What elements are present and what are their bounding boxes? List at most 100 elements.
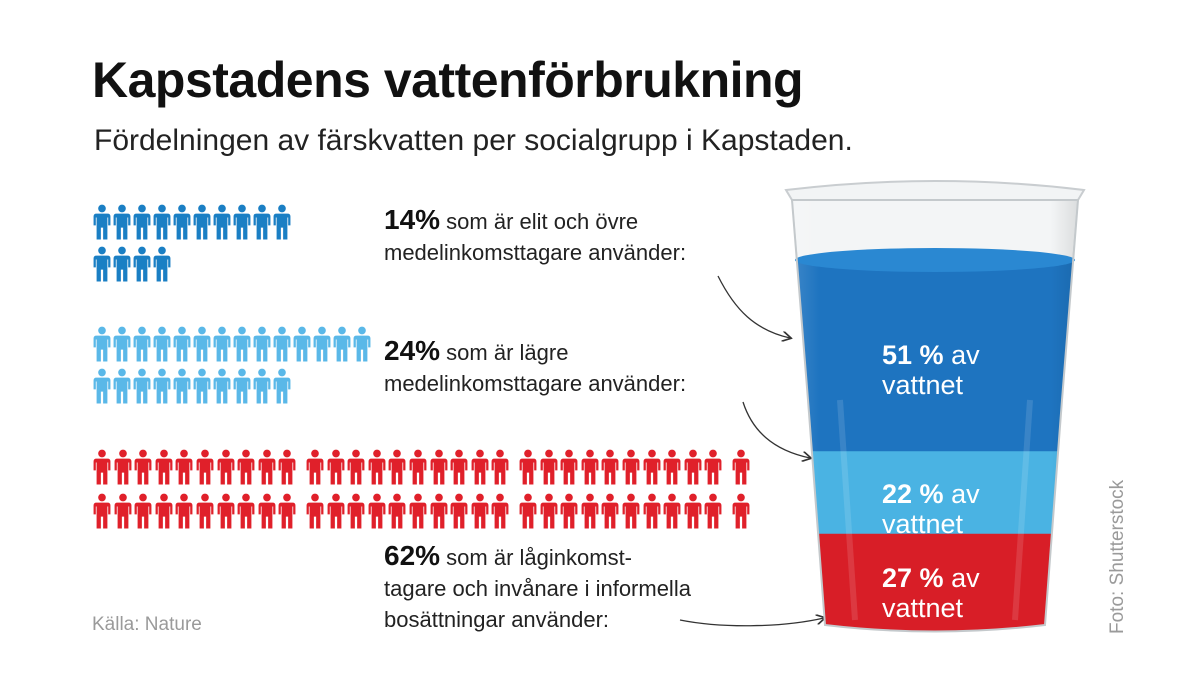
person-icon bbox=[581, 493, 599, 529]
water-surface bbox=[795, 248, 1075, 272]
arrow-icon bbox=[742, 401, 810, 458]
person-icon bbox=[258, 493, 276, 529]
water-label-lower-middle-vattnet: vattnet bbox=[882, 509, 964, 539]
person-icon bbox=[233, 326, 251, 362]
chart-subtitle: Fördelningen av färskvatten per socialgr… bbox=[94, 124, 853, 157]
person-icon bbox=[153, 246, 171, 282]
person-icon bbox=[133, 246, 151, 282]
person-icon bbox=[273, 204, 291, 240]
person-icon bbox=[173, 368, 191, 404]
person-icon bbox=[153, 204, 171, 240]
person-icon bbox=[233, 368, 251, 404]
group-text-elite: 14% som är elit och övre medelinkomsttag… bbox=[384, 204, 686, 268]
person-icon bbox=[193, 204, 211, 240]
person-icon bbox=[663, 493, 681, 529]
person-icon bbox=[93, 368, 111, 404]
person-icon bbox=[258, 449, 276, 485]
person-icon bbox=[93, 246, 111, 282]
person-icon bbox=[347, 493, 365, 529]
person-icon bbox=[622, 493, 640, 529]
group-line-low-income-1: som är låginkomst- bbox=[446, 545, 633, 570]
person-icon bbox=[113, 368, 131, 404]
group-line-lower-middle-2: medelinkomsttagare använder: bbox=[384, 371, 687, 396]
water-label-lower-middle-num: 22 % bbox=[882, 479, 944, 509]
person-icon bbox=[430, 449, 448, 485]
person-icon bbox=[732, 493, 750, 529]
person-icon bbox=[134, 493, 152, 529]
chart-title: Kapstadens vattenförbrukning bbox=[92, 52, 804, 108]
person-icon bbox=[93, 326, 111, 362]
person-icon bbox=[684, 449, 702, 485]
group-line-lower-middle-1: som är lägre bbox=[446, 340, 569, 365]
person-icon bbox=[253, 368, 271, 404]
person-icon bbox=[213, 368, 231, 404]
person-icon bbox=[704, 449, 722, 485]
person-icon bbox=[113, 204, 131, 240]
water-label-elite-num: 51 % bbox=[882, 340, 944, 370]
person-icon bbox=[175, 449, 193, 485]
person-icon bbox=[213, 204, 231, 240]
person-icon bbox=[196, 449, 214, 485]
person-icon bbox=[133, 326, 151, 362]
person-icon bbox=[560, 493, 578, 529]
person-icon bbox=[113, 246, 131, 282]
person-icon bbox=[368, 449, 386, 485]
person-icon bbox=[93, 493, 111, 529]
person-icon bbox=[540, 493, 558, 529]
person-icon bbox=[409, 449, 427, 485]
person-icon bbox=[175, 493, 193, 529]
person-icon bbox=[217, 493, 235, 529]
person-icon bbox=[353, 326, 371, 362]
person-icon bbox=[704, 493, 722, 529]
group-line-elite-1: som är elit och övre bbox=[446, 209, 639, 234]
person-icon bbox=[93, 449, 111, 485]
person-icon bbox=[491, 449, 509, 485]
person-icon bbox=[273, 368, 291, 404]
person-icon bbox=[663, 449, 681, 485]
person-icon bbox=[313, 326, 331, 362]
person-icon bbox=[519, 449, 537, 485]
group-pct-elite: 14% bbox=[384, 204, 441, 235]
person-icon bbox=[471, 449, 489, 485]
water-label-low-income-num: 27 % bbox=[882, 563, 944, 593]
group-line-low-income-2: tagare och invånare i informella bbox=[384, 576, 691, 601]
person-icon bbox=[306, 493, 324, 529]
person-icon bbox=[213, 326, 231, 362]
person-icon bbox=[622, 449, 640, 485]
water-label-lower-middle-av: av bbox=[951, 479, 980, 509]
person-icon bbox=[193, 368, 211, 404]
water-label-elite: 51 % av vattnet bbox=[882, 340, 980, 400]
person-icon bbox=[368, 493, 386, 529]
person-icon bbox=[173, 204, 191, 240]
person-icon bbox=[134, 449, 152, 485]
person-icon bbox=[217, 449, 235, 485]
person-icon bbox=[519, 493, 537, 529]
person-icon bbox=[93, 204, 111, 240]
person-icon bbox=[237, 449, 255, 485]
water-label-low-income-vattnet: vattnet bbox=[882, 593, 964, 623]
person-icon bbox=[450, 493, 468, 529]
person-icon bbox=[732, 449, 750, 485]
arrow-icon bbox=[717, 275, 790, 338]
person-icon bbox=[155, 493, 173, 529]
person-icon bbox=[643, 449, 661, 485]
person-icon bbox=[601, 449, 619, 485]
person-icon bbox=[278, 449, 296, 485]
person-icon bbox=[155, 449, 173, 485]
person-icon bbox=[113, 326, 131, 362]
water-glass-icon bbox=[784, 180, 1086, 633]
person-icon bbox=[347, 449, 365, 485]
water-label-elite-av: av bbox=[951, 340, 980, 370]
person-icon bbox=[327, 449, 345, 485]
water-label-low-income-av: av bbox=[951, 563, 980, 593]
person-icon bbox=[333, 326, 351, 362]
person-icon bbox=[560, 449, 578, 485]
person-icon bbox=[153, 368, 171, 404]
person-icon bbox=[278, 493, 296, 529]
water-label-low-income: 27 % av vattnet bbox=[882, 563, 980, 623]
group-text-low-income: 62% som är låginkomst- tagare och invåna… bbox=[384, 540, 691, 635]
person-icon bbox=[327, 493, 345, 529]
person-icon bbox=[409, 493, 427, 529]
person-icon bbox=[540, 449, 558, 485]
